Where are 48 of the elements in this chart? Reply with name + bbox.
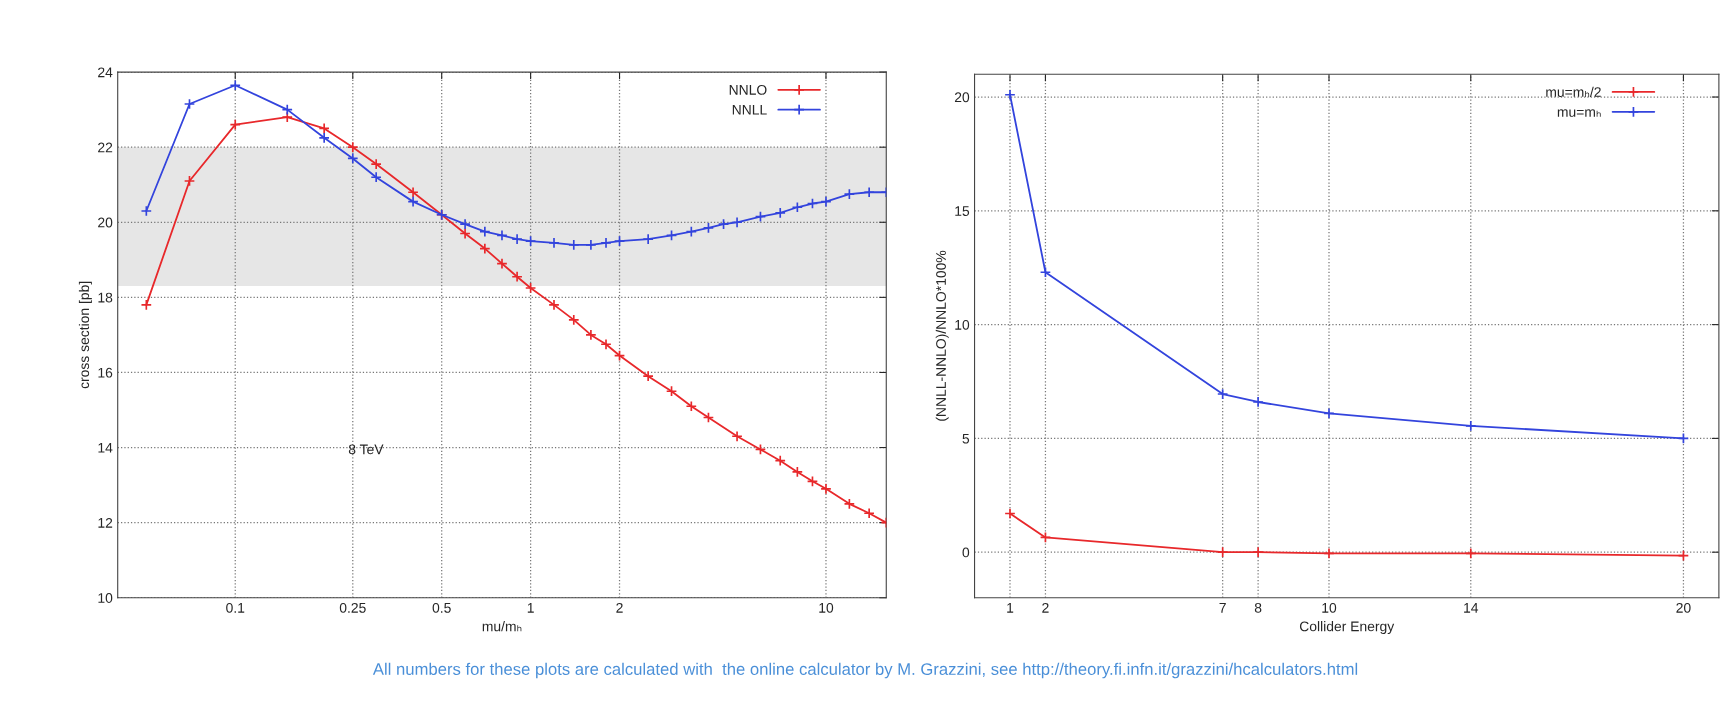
y-tick-label: 10: [955, 319, 970, 330]
point: [1004, 89, 1016, 101]
x-tick-label: 7: [1219, 603, 1226, 613]
y-tick-label: 0: [962, 547, 970, 558]
point: [1465, 547, 1477, 560]
x-axis-title: mu/mₕ: [482, 621, 522, 632]
point: [1216, 546, 1229, 558]
point: [1039, 266, 1052, 278]
x-tick-label: 0.25: [339, 602, 366, 613]
point: [1216, 388, 1229, 400]
y-tick-label: 16: [98, 367, 113, 378]
y-tick-label: 22: [98, 142, 113, 153]
point: [1677, 432, 1690, 445]
text: All numbers for these plots are calculated with the online calculator by M. Grazzini, see http://theory.fi.infn.it/grazzini/hcalculators.html: [372, 662, 1358, 679]
annotation: 8 TeV: [348, 444, 384, 455]
y-axis-title: cross section [pb]: [78, 281, 92, 389]
legend-label: mu=mₕ: [1557, 109, 1601, 117]
point: [1323, 547, 1335, 560]
legend-label: NNLO: [729, 84, 767, 95]
x-axis-title: Collider Energy: [1299, 621, 1395, 635]
x-tick-label: 10: [819, 602, 834, 613]
y-tick-label: 15: [955, 206, 970, 216]
y-tick-label: 14: [98, 443, 113, 453]
y-tick-label: 5: [962, 433, 970, 444]
point: [1004, 507, 1016, 520]
point: [1677, 549, 1690, 562]
x-tick-label: 1: [1007, 603, 1014, 613]
y-tick-label: 20: [98, 217, 113, 228]
y-tick-label: 18: [98, 292, 113, 303]
point: [1323, 407, 1335, 420]
x-tick-label: 2: [1042, 602, 1049, 613]
point: [1465, 420, 1477, 432]
x-tick-label: 0.1: [226, 602, 245, 613]
y-tick-label: 12: [98, 517, 113, 528]
x-tick-label: 10: [1322, 602, 1337, 613]
x-tick-label: 8: [1254, 602, 1262, 613]
y-tick-label: 20: [954, 92, 970, 103]
x-tick-label: 0.5: [432, 602, 451, 613]
legend-label: mu=mₕ/2: [1546, 86, 1601, 97]
x-tick-label: 2: [616, 602, 623, 613]
x-tick-label: 14: [1464, 603, 1479, 613]
y-axis-title: (NNLL-NNLO)/NNLO*100%: [935, 250, 949, 421]
point: [1039, 531, 1052, 544]
x-tick-label: 20: [1676, 602, 1691, 613]
x-tick-label: 1: [527, 603, 534, 613]
y-tick-label: 10: [98, 593, 113, 603]
legend-label: NNLL: [732, 105, 767, 115]
y-tick-label: 24: [98, 67, 113, 78]
